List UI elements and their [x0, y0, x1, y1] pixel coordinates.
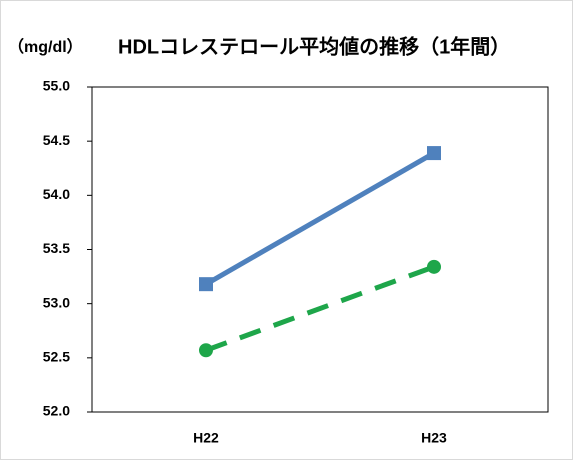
- marker: [199, 343, 213, 358]
- marker: [199, 277, 213, 292]
- marker: [427, 259, 441, 274]
- x-tick-label: H22: [193, 430, 219, 446]
- series-line: [204, 150, 436, 287]
- y-tick-label: 52.0: [43, 403, 70, 419]
- series-line: [205, 264, 435, 353]
- y-tick-label: 52.5: [43, 349, 70, 365]
- y-tick-label: 55.0: [43, 78, 70, 94]
- chart-title: HDLコレステロール平均値の推移（1年間）: [118, 34, 510, 58]
- y-tick-label: 53.0: [43, 294, 70, 310]
- unit-label: （mg/dl）: [8, 38, 83, 56]
- marker: [427, 146, 441, 161]
- y-tick-label: 54.0: [43, 186, 70, 202]
- x-tick-label: H23: [421, 430, 447, 446]
- y-tick-label: 54.5: [43, 132, 70, 148]
- y-tick-label: 53.5: [43, 240, 70, 256]
